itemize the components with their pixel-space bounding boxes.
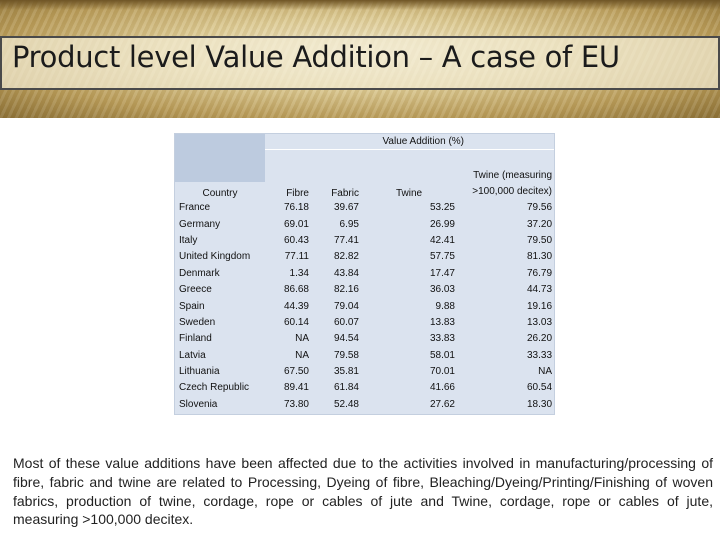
cell-fabric: 60.07 xyxy=(333,316,359,328)
cell-fabric: 61.84 xyxy=(333,382,359,394)
cell-twine-large: 76.79 xyxy=(526,267,553,279)
cell-twine-large: 26.20 xyxy=(526,333,553,345)
cell-twine: 9.88 xyxy=(435,300,455,312)
cell-fibre: 76.18 xyxy=(283,202,309,214)
cell-country: Denmark xyxy=(179,267,220,279)
cell-twine-large: 19.16 xyxy=(526,300,553,312)
cell-fabric: 39.67 xyxy=(333,202,359,214)
cell-country: Greece xyxy=(179,284,212,296)
value-addition-table: Value Addition (%) Country Fibre Fabric … xyxy=(175,134,554,413)
header-country: Country xyxy=(202,188,238,199)
cell-twine-large: 79.56 xyxy=(526,202,553,214)
cell-fibre: 73.80 xyxy=(283,398,309,410)
header-fibre: Fibre xyxy=(286,188,309,199)
cell-country: Slovenia xyxy=(179,398,218,410)
title-box xyxy=(0,36,720,90)
cell-country: Latvia xyxy=(179,349,206,361)
cell-fibre: NA xyxy=(295,333,309,345)
cell-twine: 57.75 xyxy=(429,251,455,263)
cell-fibre: 77.11 xyxy=(284,251,309,263)
table-row: Greece 86.68 82.16 36.03 44.73 xyxy=(175,282,554,298)
cell-country: Spain xyxy=(179,300,205,312)
cell-country: Lithuania xyxy=(179,366,220,378)
cell-country: Finland xyxy=(179,333,212,345)
cell-fibre: 44.39 xyxy=(283,300,309,312)
cell-twine: 36.03 xyxy=(429,284,455,296)
table-body: France 76.18 39.67 53.25 79.56 Germany 69.01 6.… xyxy=(175,200,554,413)
cell-twine: 70.01 xyxy=(429,366,455,378)
cell-fibre: 89.41 xyxy=(283,382,309,394)
cell-twine: 58.01 xyxy=(429,349,455,361)
cell-fibre: NA xyxy=(295,349,309,361)
cell-fibre: 60.14 xyxy=(283,316,309,328)
table-row: Denmark 1.34 43.84 17.47 76.79 xyxy=(175,266,554,282)
table-header-row: Country Fibre Fabric Twine Twine (measur… xyxy=(175,150,554,200)
table-row: Spain 44.39 79.04 9.88 19.16 xyxy=(175,298,554,314)
description-paragraph: Most of these value additions have been … xyxy=(13,455,713,528)
cell-twine-large: 33.33 xyxy=(526,349,553,361)
cell-fabric: 82.16 xyxy=(333,284,359,296)
cell-country: Italy xyxy=(179,234,198,246)
table-row: Lithuania 67.50 35.81 70.01 NA xyxy=(175,364,554,380)
cell-twine: 53.25 xyxy=(429,202,455,214)
cell-twine: 26.99 xyxy=(429,218,455,230)
cell-fabric: 79.04 xyxy=(333,300,359,312)
cell-twine: 17.47 xyxy=(429,267,455,279)
cell-twine-large: 60.54 xyxy=(526,382,553,394)
cell-fibre: 69.01 xyxy=(283,218,309,230)
table-row: France 76.18 39.67 53.25 79.56 xyxy=(175,200,554,216)
table-group-header-row: Value Addition (%) xyxy=(175,134,554,150)
header-twine: Twine xyxy=(395,188,423,199)
table-row: Latvia NA 79.58 58.01 33.33 xyxy=(175,348,554,364)
cell-fabric: 52.48 xyxy=(333,398,359,410)
cell-twine: 33.83 xyxy=(429,333,455,345)
cell-twine-large: 13.03 xyxy=(526,316,553,328)
cell-country: France xyxy=(179,202,211,214)
cell-fibre: 1.34 xyxy=(289,267,309,279)
cell-country: Czech Republic xyxy=(179,382,250,394)
cell-fibre: 86.68 xyxy=(283,284,309,296)
table-row: Slovenia 73.80 52.48 27.62 18.30 xyxy=(175,397,554,413)
cell-fibre: 67.50 xyxy=(283,366,309,378)
group-header: Value Addition (%) xyxy=(382,136,465,147)
value-addition-table-panel: Value Addition (%) Country Fibre Fabric … xyxy=(174,133,555,415)
cell-twine: 42.41 xyxy=(429,234,455,246)
cell-twine-large: 79.50 xyxy=(526,234,553,246)
cell-twine-large: 81.30 xyxy=(526,251,553,263)
table-row: Sweden 60.14 60.07 13.83 13.03 xyxy=(175,315,554,331)
cell-country: Germany xyxy=(179,218,221,230)
table-row: Finland NA 94.54 33.83 26.20 xyxy=(175,331,554,347)
cell-fabric: 77.41 xyxy=(333,234,359,246)
table-row: Czech Republic 89.41 61.84 41.66 60.54 xyxy=(175,380,554,396)
cell-fabric: 79.58 xyxy=(333,349,359,361)
cell-fabric: 82.82 xyxy=(333,251,359,263)
table-row: Italy 60.43 77.41 42.41 79.50 xyxy=(175,233,554,249)
cell-twine: 27.62 xyxy=(429,398,455,410)
table-row: Germany 69.01 6.95 26.99 37.20 xyxy=(175,216,554,232)
cell-fabric: 6.95 xyxy=(339,218,359,230)
header-fabric: Fabric xyxy=(331,188,359,199)
cell-twine-large: 37.20 xyxy=(526,218,553,230)
table-row: United Kingdom 77.11 82.82 57.75 81.30 xyxy=(175,249,554,265)
cell-fabric: 43.84 xyxy=(333,267,359,279)
cell-fabric: 35.81 xyxy=(333,366,359,378)
cell-fabric: 94.54 xyxy=(333,333,359,345)
cell-twine: 13.83 xyxy=(429,316,455,328)
header-twine-large: Twine (measuring >100,000 decitex) xyxy=(472,170,553,197)
cell-twine-large: 44.73 xyxy=(526,284,553,296)
cell-twine: 41.66 xyxy=(429,382,455,394)
cell-twine-large: NA xyxy=(538,366,553,378)
cell-country: United Kingdom xyxy=(179,251,251,263)
cell-fibre: 60.43 xyxy=(283,234,309,246)
cell-country: Sweden xyxy=(179,316,216,328)
slide-title: Product level Value Addition – A case of… xyxy=(12,40,620,74)
cell-twine-large: 18.30 xyxy=(526,398,553,410)
